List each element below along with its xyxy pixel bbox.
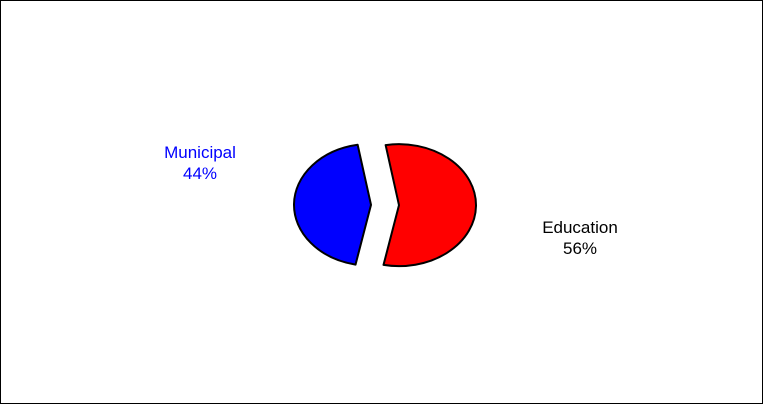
slice-value-municipal: 44% xyxy=(183,164,217,183)
pie-slice-municipal xyxy=(293,143,373,266)
pie-slice-education xyxy=(382,143,477,268)
slice-label-education: Education xyxy=(542,218,618,237)
slice-value-education: 56% xyxy=(563,239,597,258)
slice-label-municipal: Municipal xyxy=(164,143,236,162)
